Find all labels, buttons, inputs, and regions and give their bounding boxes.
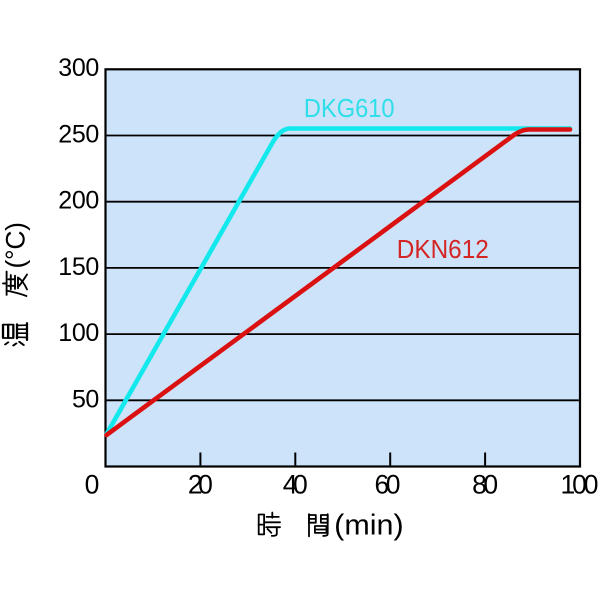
svg-text:100: 100 xyxy=(561,469,599,499)
svg-text:250: 250 xyxy=(58,121,99,149)
svg-text:40: 40 xyxy=(283,469,308,499)
svg-text:300: 300 xyxy=(58,54,99,82)
svg-text:DKN612: DKN612 xyxy=(397,236,489,264)
svg-text:(°C): (°C) xyxy=(1,222,31,268)
svg-text:200: 200 xyxy=(58,187,99,215)
svg-text:DKG610: DKG610 xyxy=(304,95,395,123)
svg-text:100: 100 xyxy=(58,319,99,347)
svg-text:150: 150 xyxy=(58,253,99,281)
svg-text:0: 0 xyxy=(85,469,100,499)
svg-text:50: 50 xyxy=(72,385,99,413)
svg-text:(min): (min) xyxy=(334,510,404,542)
svg-text:80: 80 xyxy=(472,469,498,499)
svg-text:60: 60 xyxy=(375,469,401,499)
svg-text:20: 20 xyxy=(188,469,213,499)
